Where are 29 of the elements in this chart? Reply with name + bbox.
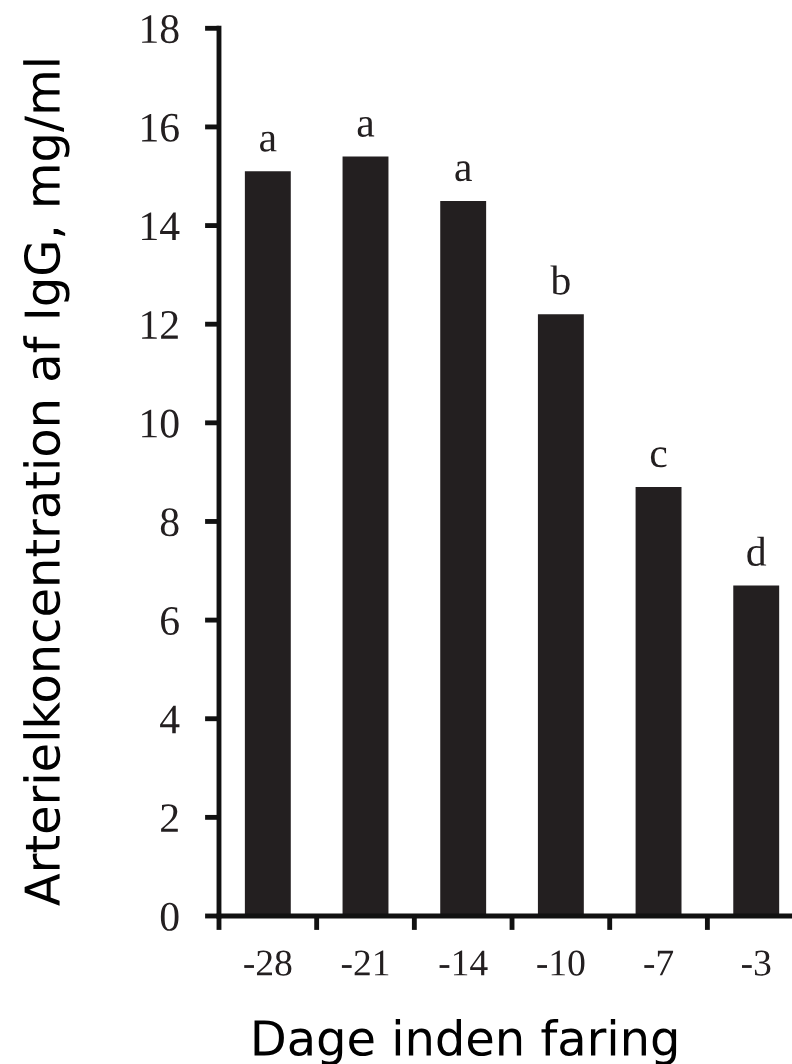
data-label: a (455, 161, 472, 182)
data-label: c (650, 447, 667, 468)
x-tick-label: -3 (742, 950, 771, 976)
y-axis-title: Arterielkoncentration af IgG, mg/ml (23, 60, 70, 906)
y-tick-label: 8 (160, 508, 179, 537)
y-tick-label: 10 (142, 409, 179, 438)
bar (733, 585, 780, 916)
x-tick-label: -28 (244, 950, 292, 976)
data-label: a (260, 131, 277, 152)
bar (440, 200, 487, 916)
x-tick-label: -21 (341, 950, 389, 976)
data-label: b (550, 265, 570, 295)
x-tick-label: -7 (644, 950, 674, 976)
data-label: a (357, 116, 375, 137)
bar (244, 171, 291, 916)
data-label: d (747, 536, 767, 566)
y-tick-label: 12 (142, 311, 178, 339)
bar (342, 156, 389, 916)
y-tick-label: 2 (161, 804, 178, 832)
y-tick-label: 14 (142, 212, 180, 241)
y-tick-label: 18 (142, 15, 179, 44)
y-tick-label: 6 (161, 606, 179, 635)
bar (635, 486, 682, 916)
x-tick-label: -14 (439, 950, 488, 976)
bar (537, 314, 584, 916)
x-tick-label: -10 (537, 950, 585, 976)
y-tick-label: 0 (160, 902, 179, 931)
y-tick-label: 16 (142, 113, 179, 142)
y-tick-label: 4 (160, 705, 180, 734)
